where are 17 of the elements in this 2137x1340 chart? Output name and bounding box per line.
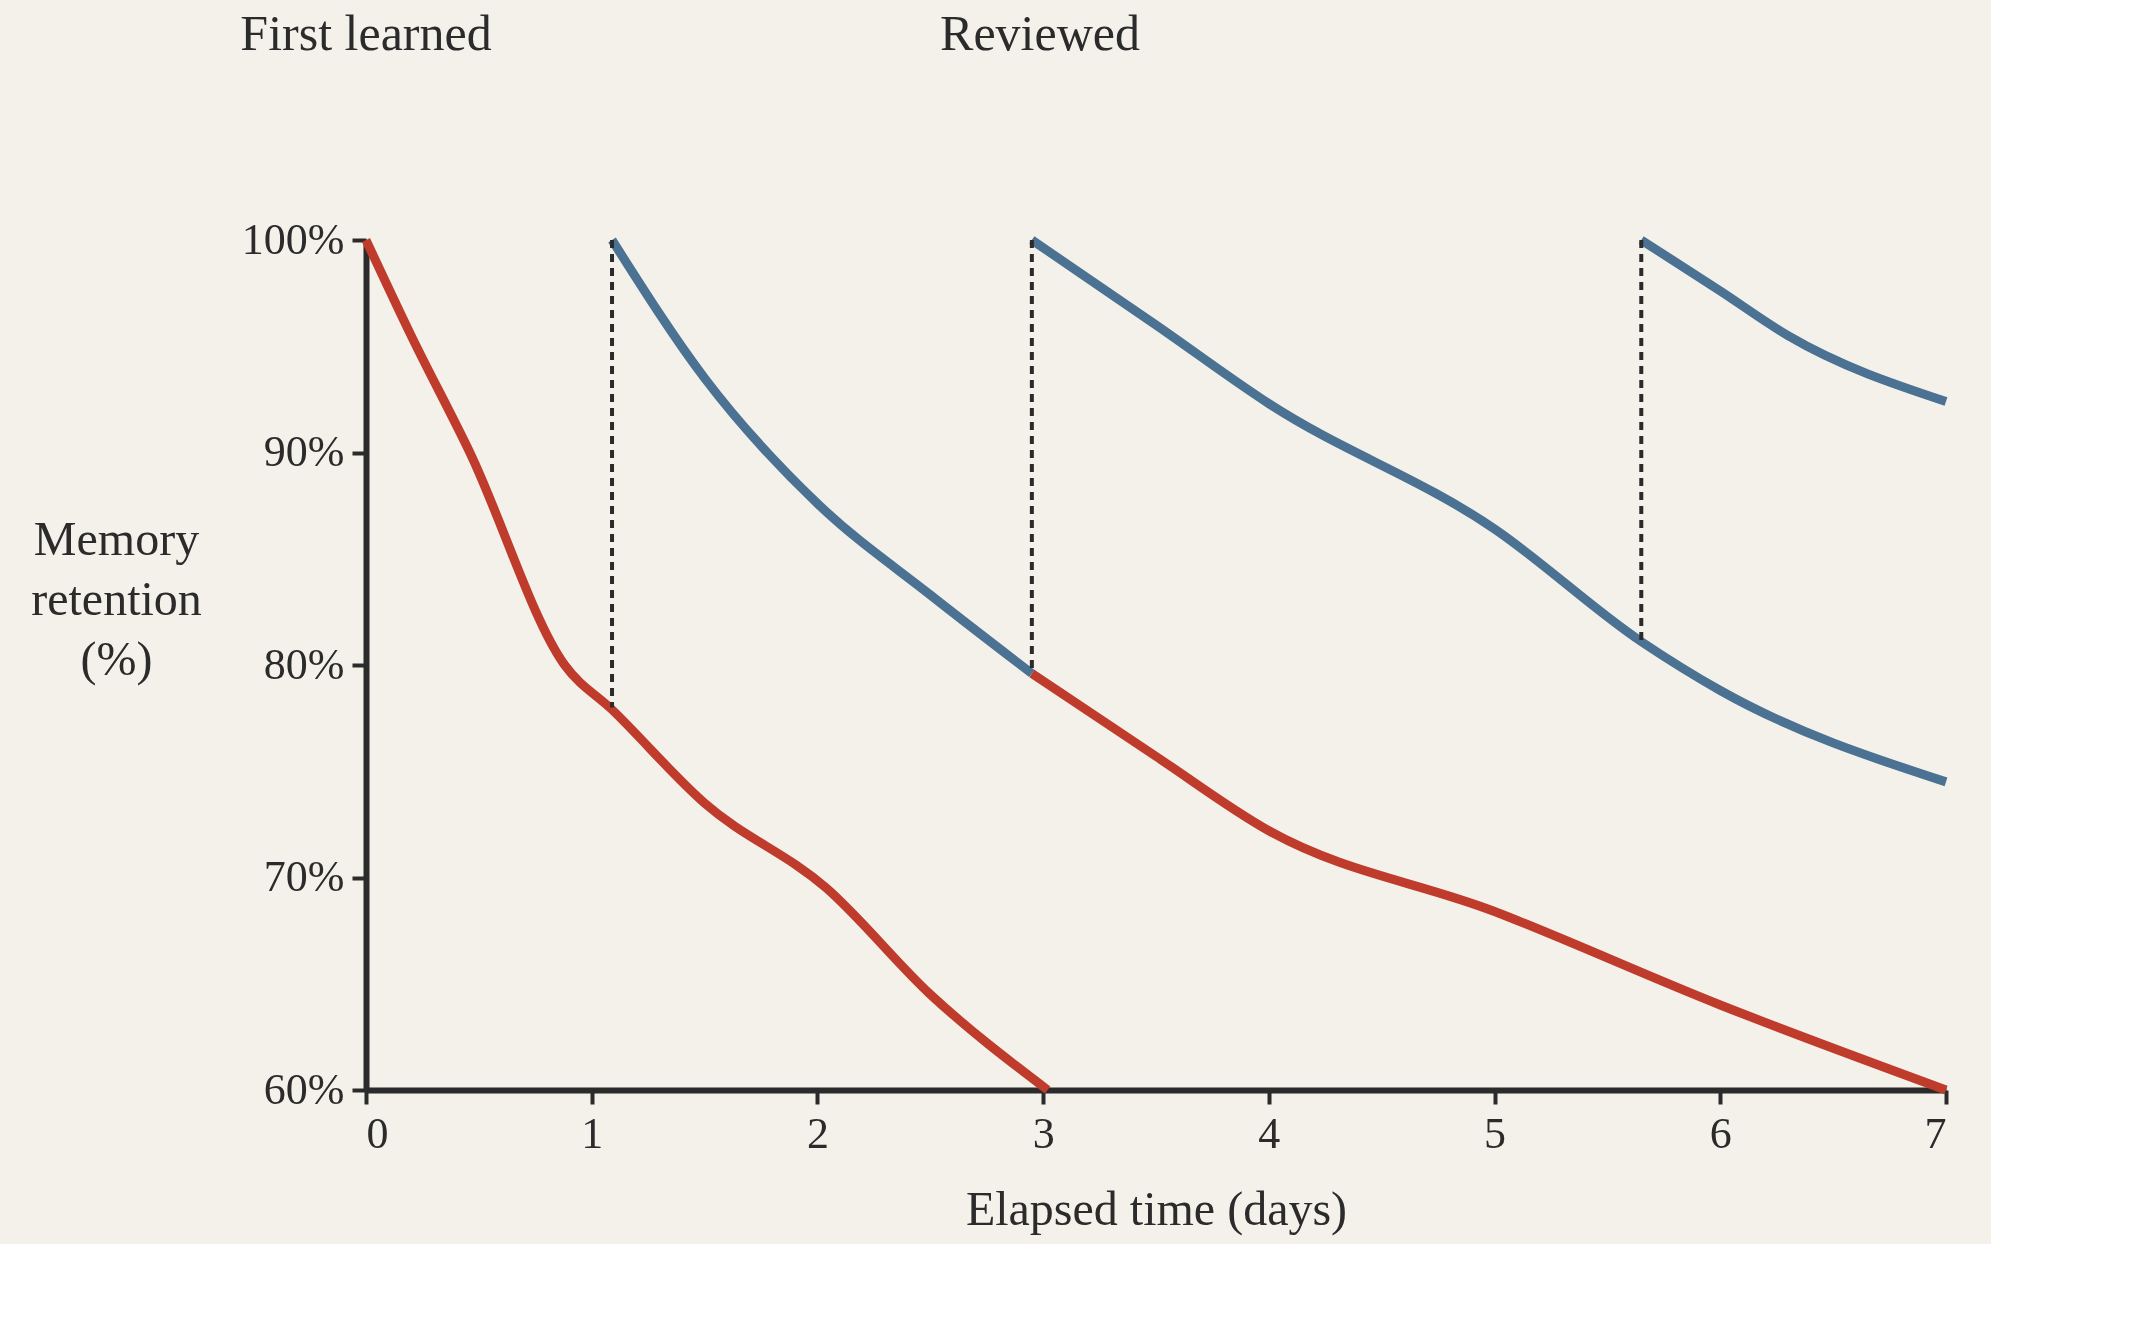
- y-tick-label: 80%: [263, 639, 345, 689]
- x-tick-label: 0: [366, 1108, 389, 1158]
- x-tick-label: 2: [806, 1108, 829, 1158]
- x-tick-label: 3: [1032, 1108, 1055, 1158]
- y-tick-label: 90%: [263, 427, 345, 476]
- x-tick-label: 5: [1484, 1108, 1507, 1158]
- text: Reviewed: [940, 5, 1140, 61]
- y-axis-title: Memory retention (%): [31, 511, 202, 686]
- x-tick-label: 7: [1924, 1108, 1947, 1158]
- text: First learned: [240, 5, 492, 61]
- y-tick-label: 100%: [241, 214, 345, 264]
- y-tick-label: 70%: [263, 852, 345, 901]
- x-axis-title: Elapsed time (days): [965, 1181, 1348, 1236]
- x-tick-label: 1: [581, 1108, 604, 1158]
- x-tick-label: 6: [1709, 1108, 1732, 1158]
- x-tick-label: 4: [1258, 1108, 1281, 1158]
- y-tick-label: 60%: [263, 1064, 345, 1114]
